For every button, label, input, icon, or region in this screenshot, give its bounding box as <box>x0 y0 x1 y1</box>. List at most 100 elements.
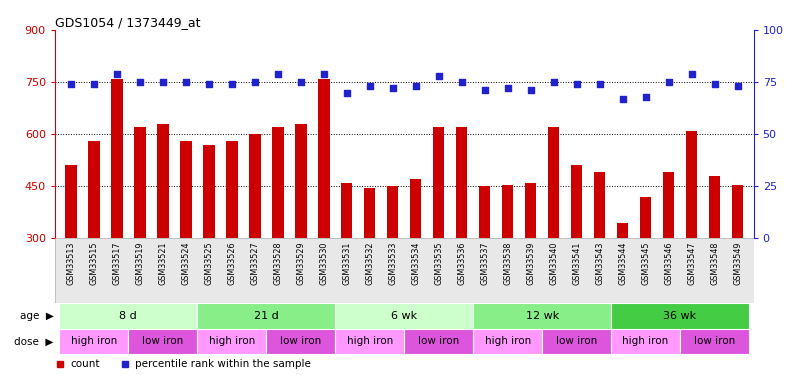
Point <box>248 79 261 85</box>
Bar <box>663 172 675 343</box>
Bar <box>542 329 611 354</box>
Text: percentile rank within the sample: percentile rank within the sample <box>135 358 311 369</box>
Point <box>455 79 468 85</box>
Bar <box>295 124 306 343</box>
Bar <box>686 131 697 343</box>
Bar <box>571 165 583 343</box>
Bar <box>134 127 146 343</box>
Point <box>409 83 422 89</box>
Text: 21 d: 21 d <box>254 311 279 321</box>
Text: low iron: low iron <box>694 336 735 346</box>
Text: GSM33530: GSM33530 <box>319 242 328 285</box>
Text: GSM33527: GSM33527 <box>251 242 260 285</box>
Bar <box>180 141 192 343</box>
Text: GSM33519: GSM33519 <box>135 242 144 285</box>
Point <box>64 81 77 87</box>
Text: GSM33533: GSM33533 <box>388 242 397 285</box>
Bar <box>473 329 542 354</box>
Point <box>134 79 147 85</box>
Point <box>110 71 123 77</box>
Text: GSM33547: GSM33547 <box>687 242 696 285</box>
Bar <box>335 329 405 354</box>
Bar <box>128 329 197 354</box>
Text: 8 d: 8 d <box>119 311 137 321</box>
Text: dose  ▶: dose ▶ <box>14 336 53 346</box>
Text: GSM33532: GSM33532 <box>365 242 374 285</box>
Bar <box>60 329 128 354</box>
Point <box>364 83 376 89</box>
Bar <box>60 303 197 329</box>
Bar <box>708 176 721 343</box>
Bar <box>197 329 266 354</box>
Text: GSM33545: GSM33545 <box>641 242 650 285</box>
Text: high iron: high iron <box>209 336 255 346</box>
Bar <box>318 79 330 343</box>
Bar <box>65 165 77 343</box>
Bar <box>387 186 398 343</box>
Bar <box>88 141 100 343</box>
Bar <box>640 197 651 343</box>
Point <box>570 81 583 87</box>
Text: low iron: low iron <box>280 336 322 346</box>
Point <box>386 86 399 92</box>
Text: 6 wk: 6 wk <box>391 311 418 321</box>
Text: GSM33541: GSM33541 <box>572 242 581 285</box>
Bar <box>364 188 376 343</box>
Bar <box>479 186 490 343</box>
Point <box>226 81 239 87</box>
Bar <box>410 179 422 343</box>
Bar <box>111 79 123 343</box>
Text: low iron: low iron <box>556 336 597 346</box>
Bar <box>611 303 749 329</box>
Text: GSM33528: GSM33528 <box>273 242 282 285</box>
Bar <box>55 238 754 303</box>
Text: GSM33529: GSM33529 <box>297 242 305 285</box>
Text: 12 wk: 12 wk <box>526 311 559 321</box>
Text: GSM33546: GSM33546 <box>664 242 673 285</box>
Bar <box>157 124 168 343</box>
Text: high iron: high iron <box>622 336 669 346</box>
Bar <box>226 141 238 343</box>
Bar <box>272 127 284 343</box>
Bar <box>680 329 749 354</box>
Point <box>685 71 698 77</box>
Bar <box>548 127 559 343</box>
Point <box>180 79 193 85</box>
Text: GSM33535: GSM33535 <box>434 242 443 285</box>
Bar <box>617 223 629 343</box>
Text: GSM33548: GSM33548 <box>710 242 719 285</box>
Point <box>340 90 353 96</box>
Bar <box>502 184 513 343</box>
Text: GSM33524: GSM33524 <box>181 242 190 285</box>
Text: GSM33521: GSM33521 <box>158 242 168 285</box>
Bar <box>335 303 473 329</box>
Bar <box>732 184 743 343</box>
Text: GSM33549: GSM33549 <box>733 242 742 285</box>
Text: low iron: low iron <box>142 336 184 346</box>
Bar <box>203 145 214 343</box>
Text: GSM33536: GSM33536 <box>457 242 466 285</box>
Point <box>156 79 169 85</box>
Text: low iron: low iron <box>418 336 459 346</box>
Bar <box>249 134 260 343</box>
Bar <box>197 303 335 329</box>
Point <box>639 94 652 100</box>
Bar <box>433 127 444 343</box>
Text: GSM33543: GSM33543 <box>595 242 604 285</box>
Point <box>501 86 514 92</box>
Point <box>593 81 606 87</box>
Bar <box>594 172 605 343</box>
Text: high iron: high iron <box>347 336 393 346</box>
Point <box>731 83 744 89</box>
Text: GSM33517: GSM33517 <box>112 242 122 285</box>
Bar <box>473 303 611 329</box>
Text: 36 wk: 36 wk <box>663 311 696 321</box>
Text: high iron: high iron <box>71 336 117 346</box>
Text: count: count <box>70 358 100 369</box>
Point <box>87 81 100 87</box>
Point <box>294 79 307 85</box>
Text: age  ▶: age ▶ <box>19 311 53 321</box>
Text: GSM33531: GSM33531 <box>343 242 351 285</box>
Text: GSM33525: GSM33525 <box>204 242 214 285</box>
Text: GSM33539: GSM33539 <box>526 242 535 285</box>
